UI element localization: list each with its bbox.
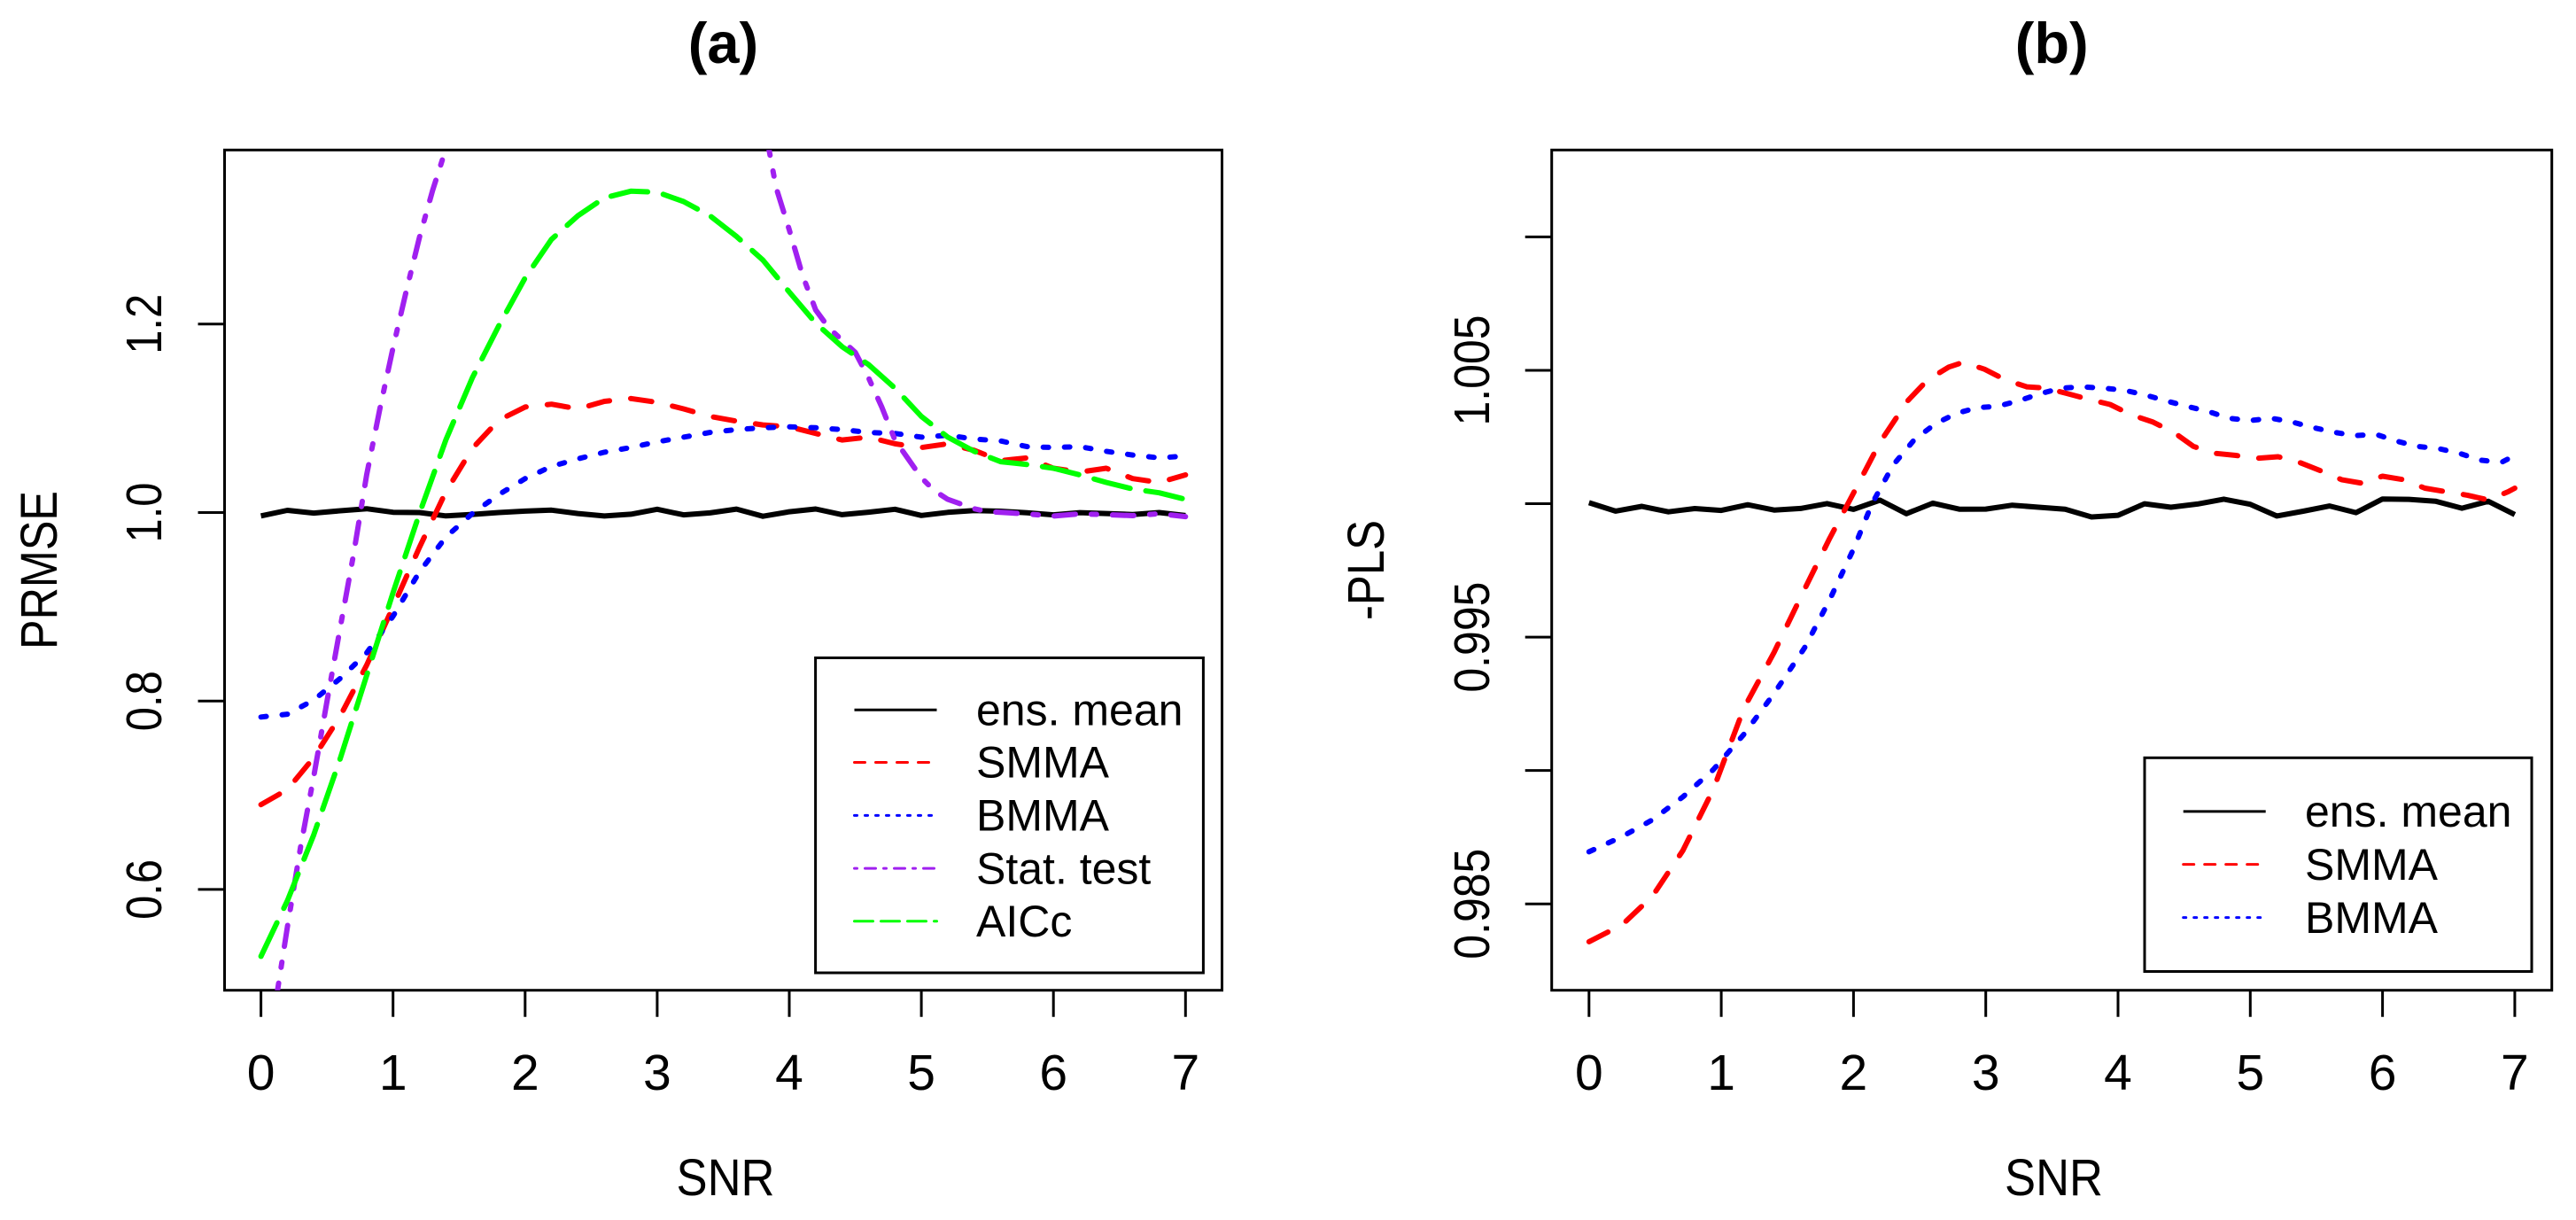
svg-text:0: 0 [247,1045,275,1101]
svg-text:(a): (a) [688,11,758,75]
svg-text:5: 5 [2236,1045,2264,1101]
svg-text:AICc: AICc [976,897,1072,946]
svg-text:3: 3 [643,1045,671,1101]
svg-text:5: 5 [907,1045,935,1101]
svg-text:1: 1 [379,1045,407,1101]
svg-text:SNR: SNR [2005,1149,2103,1207]
svg-text:3: 3 [1972,1045,2000,1101]
svg-text:Stat. test: Stat. test [976,843,1151,893]
svg-text:SNR: SNR [677,1149,775,1207]
svg-text:ens. mean: ens. mean [976,686,1183,735]
svg-text:0: 0 [1575,1045,1603,1101]
svg-text:ens. mean: ens. mean [2305,787,2511,836]
svg-text:1.2: 1.2 [116,294,173,354]
svg-text:4: 4 [775,1045,803,1101]
svg-text:-PLS: -PLS [1338,520,1395,620]
svg-text:BMMA: BMMA [976,791,1110,841]
svg-text:1.0: 1.0 [116,483,173,543]
svg-text:7: 7 [2501,1045,2529,1101]
svg-text:0.8: 0.8 [116,671,173,731]
svg-text:1: 1 [1707,1045,1735,1101]
svg-text:PRMSE: PRMSE [11,491,68,649]
svg-text:6: 6 [2369,1045,2397,1101]
svg-text:BMMA: BMMA [2305,893,2439,943]
svg-text:1.005: 1.005 [1444,315,1501,426]
svg-text:4: 4 [2104,1045,2132,1101]
svg-text:0.6: 0.6 [116,859,173,920]
svg-text:7: 7 [1171,1045,1199,1101]
svg-text:6: 6 [1039,1045,1067,1101]
svg-text:0.995: 0.995 [1444,582,1501,693]
svg-text:(b): (b) [2015,11,2089,75]
svg-text:SMMA: SMMA [976,738,1110,788]
svg-text:SMMA: SMMA [2305,840,2439,890]
svg-text:0.985: 0.985 [1444,849,1501,960]
svg-text:2: 2 [511,1045,539,1101]
svg-text:2: 2 [1840,1045,1868,1101]
